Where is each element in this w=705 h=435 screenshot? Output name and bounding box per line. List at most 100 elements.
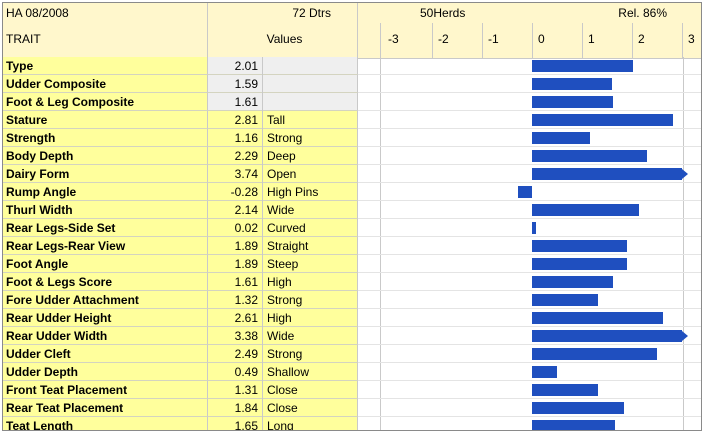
trait-row: Rear Legs-Side Set 0.02 Curved <box>3 219 701 237</box>
trait-bar-cell <box>358 93 701 111</box>
trait-bar <box>532 60 633 72</box>
trait-bar <box>532 420 615 430</box>
trait-bar <box>532 276 613 288</box>
scale-tick-line <box>582 23 583 58</box>
trait-value: 1.32 <box>234 293 258 307</box>
chart-right-border <box>683 147 684 164</box>
trait-bar <box>532 96 613 108</box>
trait-row: Foot Angle 1.89 Steep <box>3 255 701 273</box>
trait-row: Thurl Width 2.14 Wide <box>3 201 701 219</box>
chart-left-border <box>380 201 381 218</box>
description-background <box>262 219 357 236</box>
trait-name: Teat Length <box>3 417 208 430</box>
trait-bar-cell <box>358 57 701 75</box>
trait-value: 2.29 <box>234 149 258 163</box>
scale-tick-line <box>532 23 533 58</box>
value-background <box>208 309 262 326</box>
chart-left-border <box>380 183 381 200</box>
trait-bar-cell <box>358 417 701 430</box>
description-background <box>262 273 357 290</box>
trait-row: Stature 2.81 Tall <box>3 111 701 129</box>
chart-left-border <box>380 255 381 272</box>
chart-right-border <box>683 129 684 146</box>
trait-value-cell: 0.49 Shallow <box>208 363 358 381</box>
value-separator <box>262 345 263 363</box>
chart-right-border <box>683 75 684 92</box>
trait-description: Open <box>267 167 297 181</box>
trait-value: 3.74 <box>234 167 258 181</box>
scale-tick-label: 0 <box>538 32 545 46</box>
trait-description: Long <box>267 419 294 431</box>
chart-left-border <box>380 381 381 398</box>
value-separator <box>262 183 263 201</box>
value-background <box>208 345 262 362</box>
trait-value: 1.65 <box>234 419 258 431</box>
chart-left-border <box>380 273 381 290</box>
chart-left-border <box>380 291 381 308</box>
trait-value-cell: 1.61 High <box>208 273 358 291</box>
trait-value-cell: 2.14 Wide <box>208 201 358 219</box>
value-separator <box>262 75 263 93</box>
trait-value: 2.81 <box>234 113 258 127</box>
trait-name: Body Depth <box>3 147 208 165</box>
value-separator <box>262 309 263 327</box>
value-separator <box>262 291 263 309</box>
chart-left-border <box>380 309 381 326</box>
trait-name: Udder Depth <box>3 363 208 381</box>
trait-name: Front Teat Placement <box>3 381 208 399</box>
trait-name: Rear Legs-Side Set <box>3 219 208 237</box>
chart-left-border <box>380 93 381 110</box>
trait-value-cell: 1.89 Steep <box>208 255 358 273</box>
trait-row: Udder Cleft 2.49 Strong <box>3 345 701 363</box>
chart-left-border <box>380 147 381 164</box>
value-separator <box>262 129 263 147</box>
trait-name: Rear Udder Height <box>3 309 208 327</box>
value-separator <box>262 255 263 273</box>
trait-bar <box>532 294 598 306</box>
chart-left-border <box>380 219 381 236</box>
header-row-columns: TRAIT Values -3 -2 -1 0 1 2 3 <box>3 23 701 59</box>
trait-row: Teat Length 1.65 Long <box>3 417 701 431</box>
description-background <box>262 75 357 92</box>
chart-right-border <box>683 255 684 272</box>
trait-bar-cell <box>358 75 701 93</box>
trait-bar-cell <box>358 129 701 147</box>
chart-right-border <box>683 93 684 110</box>
trait-bar-cell <box>358 345 701 363</box>
chart-right-border <box>683 363 684 380</box>
chart-left-border <box>380 129 381 146</box>
trait-name: Fore Udder Attachment <box>3 291 208 309</box>
trait-description: Strong <box>267 131 303 145</box>
scale-box <box>380 23 683 58</box>
value-background <box>208 111 262 128</box>
chart-right-border <box>683 111 684 128</box>
trait-bar-cell <box>358 237 701 255</box>
trait-row: Fore Udder Attachment 1.32 Strong <box>3 291 701 309</box>
value-background <box>208 399 262 416</box>
trait-value: 0.49 <box>234 365 258 379</box>
trait-row: Rump Angle -0.28 High Pins <box>3 183 701 201</box>
chart-right-border <box>683 57 684 74</box>
trait-value-cell: 3.74 Open <box>208 165 358 183</box>
value-separator <box>262 417 263 430</box>
trait-description: Close <box>267 401 298 415</box>
value-background <box>208 57 262 74</box>
description-background <box>262 183 357 200</box>
scale-tick-label: 2 <box>638 32 645 46</box>
value-separator <box>262 201 263 219</box>
trait-bar-cell <box>358 291 701 309</box>
trait-value-cell: 1.31 Close <box>208 381 358 399</box>
trait-column-header: TRAIT <box>3 23 208 59</box>
trait-bar <box>532 168 682 180</box>
value-separator <box>262 219 263 237</box>
trait-bar <box>532 258 627 270</box>
scale-tick-label: 1 <box>588 32 595 46</box>
trait-name: Rear Udder Width <box>3 327 208 345</box>
trait-bar-cell <box>358 399 701 417</box>
trait-value: 2.49 <box>234 347 258 361</box>
scale-tick-label: -1 <box>488 32 499 46</box>
evaluation-label: HA 08/2008 <box>3 3 208 23</box>
trait-bar <box>532 384 598 396</box>
trait-value: 1.89 <box>234 239 258 253</box>
trait-value: 2.14 <box>234 203 258 217</box>
